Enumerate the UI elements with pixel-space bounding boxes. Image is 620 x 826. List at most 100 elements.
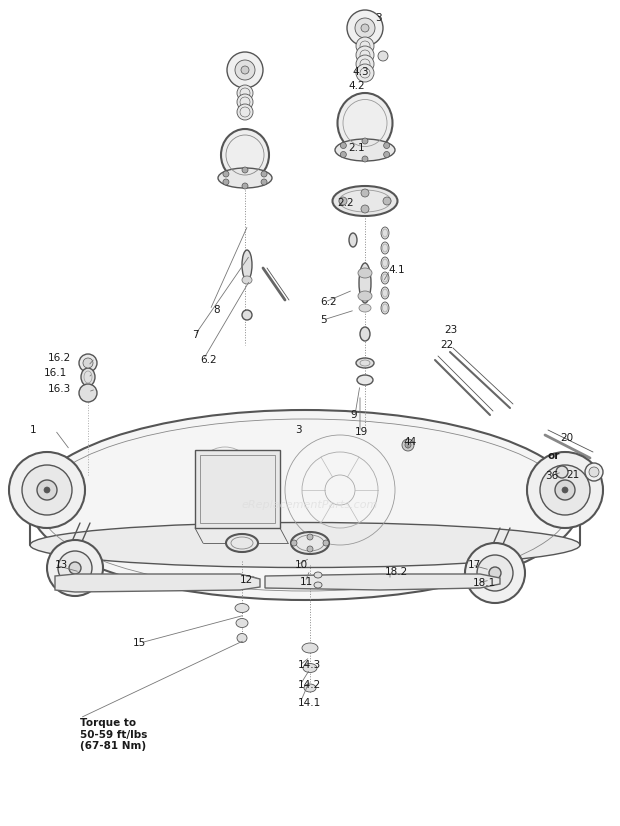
Text: 19: 19 [355,427,368,437]
Circle shape [307,534,313,540]
Circle shape [83,358,93,368]
Circle shape [223,171,229,177]
Text: 4.1: 4.1 [388,265,405,275]
Ellipse shape [302,643,318,653]
Circle shape [47,540,103,596]
Circle shape [361,24,369,32]
Ellipse shape [381,257,389,269]
Circle shape [235,60,255,80]
Text: 3: 3 [295,425,301,435]
Circle shape [44,487,50,493]
Circle shape [241,66,249,74]
Text: Torque to
50-59 ft/lbs
(67-81 Nm): Torque to 50-59 ft/lbs (67-81 Nm) [80,718,148,751]
Circle shape [489,567,501,579]
Circle shape [223,179,229,185]
Circle shape [227,52,263,88]
Polygon shape [265,574,500,590]
Circle shape [340,151,347,158]
Ellipse shape [237,634,247,643]
Bar [195,450,280,528]
Text: 1: 1 [30,425,37,435]
Text: 6.2: 6.2 [320,297,337,307]
Circle shape [242,167,248,173]
Circle shape [58,551,92,585]
Circle shape [79,354,97,372]
Circle shape [291,540,297,546]
Circle shape [384,151,389,158]
Ellipse shape [314,582,322,588]
Circle shape [356,46,374,64]
Circle shape [356,64,374,82]
Ellipse shape [226,534,258,552]
Ellipse shape [357,375,373,385]
Text: 11: 11 [300,577,313,587]
Text: 3: 3 [375,13,382,23]
Text: 16.3: 16.3 [48,384,71,394]
Circle shape [69,562,81,574]
Text: eReplacementParts.com: eReplacementParts.com [242,500,378,510]
Ellipse shape [359,304,371,312]
Text: 22: 22 [440,340,453,350]
Ellipse shape [356,358,374,368]
Text: 18.2: 18.2 [385,567,408,577]
Circle shape [37,480,57,500]
Ellipse shape [381,242,389,254]
Circle shape [9,452,85,528]
Circle shape [589,467,599,477]
Ellipse shape [335,139,395,161]
Circle shape [261,179,267,185]
Ellipse shape [303,663,317,672]
Text: 4.2: 4.2 [348,81,365,91]
Text: 23: 23 [444,325,458,335]
Ellipse shape [242,276,252,284]
Circle shape [237,104,253,120]
Circle shape [347,10,383,46]
Ellipse shape [30,523,580,567]
Text: 2.1: 2.1 [348,143,365,153]
Text: 13: 13 [55,560,68,570]
Circle shape [540,465,590,515]
Circle shape [323,540,329,546]
Ellipse shape [81,368,95,386]
Ellipse shape [337,93,392,153]
Circle shape [361,205,369,213]
Circle shape [384,143,389,149]
Text: 12: 12 [240,575,253,585]
Ellipse shape [218,168,272,188]
Circle shape [465,543,525,603]
Text: 14.3: 14.3 [298,660,321,670]
Ellipse shape [235,604,249,613]
Ellipse shape [304,684,316,692]
Text: 5: 5 [320,315,327,325]
Text: 8: 8 [213,305,219,315]
Text: 36: 36 [545,471,558,481]
Text: 21: 21 [566,470,579,480]
Text: 9: 9 [350,410,356,420]
Circle shape [340,143,347,149]
Circle shape [362,156,368,162]
Bar [200,455,275,523]
Circle shape [477,555,513,591]
Circle shape [356,55,374,73]
Text: 15: 15 [133,638,146,648]
Ellipse shape [349,233,357,247]
Circle shape [237,94,253,110]
Ellipse shape [242,310,252,320]
Ellipse shape [381,272,389,284]
Text: 14.1: 14.1 [298,698,321,708]
Ellipse shape [359,263,371,303]
Text: 44: 44 [403,437,416,447]
Ellipse shape [358,291,372,301]
Text: 10: 10 [295,560,308,570]
Text: 20: 20 [560,433,573,443]
Circle shape [362,138,368,144]
Circle shape [378,51,388,61]
Text: 2.2: 2.2 [337,198,353,208]
Text: 6.2: 6.2 [200,355,216,365]
Circle shape [22,465,72,515]
Ellipse shape [242,250,252,280]
Ellipse shape [381,302,389,314]
Circle shape [339,197,347,205]
Ellipse shape [358,268,372,278]
Polygon shape [55,574,260,592]
